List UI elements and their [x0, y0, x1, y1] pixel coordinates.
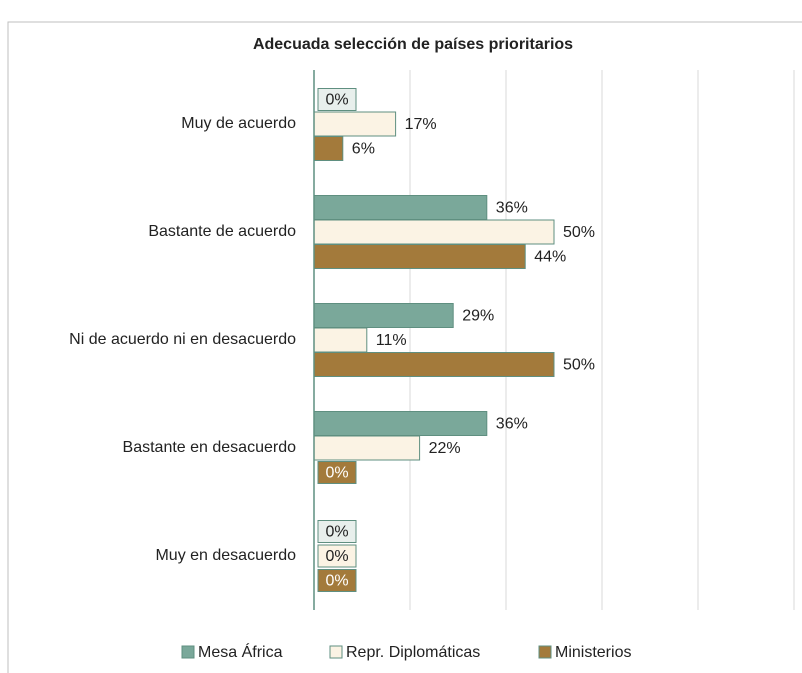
label-box: [317, 520, 357, 543]
data-label: 0%: [325, 92, 348, 109]
legend-label: Ministerios: [555, 644, 631, 661]
bar: [313, 411, 488, 436]
data-label: 17%: [405, 116, 437, 133]
category-label: Bastante de acuerdo: [148, 223, 296, 240]
data-label: 0%: [325, 573, 348, 590]
bar: [313, 195, 488, 220]
data-label: 36%: [496, 416, 528, 433]
label-box: [317, 569, 357, 592]
data-label: 0%: [325, 465, 348, 482]
bar: [313, 327, 368, 353]
data-label: 50%: [563, 224, 595, 241]
bar: [313, 136, 344, 161]
data-label: 36%: [496, 200, 528, 217]
chart-frame: [7, 21, 802, 673]
category-label: Muy en desacuerdo: [155, 547, 296, 564]
bar: [313, 219, 555, 245]
legend-swatch: [181, 645, 195, 659]
data-label: 11%: [376, 332, 407, 349]
data-label: 50%: [563, 357, 595, 374]
legend-swatch: [538, 645, 552, 659]
data-label: 6%: [352, 141, 375, 158]
bar: [313, 435, 421, 461]
bar: [313, 244, 526, 269]
chart-title: Adecuada selección de países prioritario…: [253, 36, 573, 53]
label-box: [317, 461, 357, 484]
legend-label: Repr. Diplomáticas: [346, 644, 480, 661]
data-label: 29%: [462, 308, 494, 325]
legend-swatch: [329, 645, 343, 659]
label-box: [317, 544, 357, 568]
data-label: 44%: [534, 249, 566, 266]
data-label: 0%: [325, 548, 348, 565]
data-label: 0%: [325, 524, 348, 541]
bar: [313, 352, 555, 377]
category-label: Muy de acuerdo: [181, 115, 296, 132]
category-label: Ni de acuerdo ni en desacuerdo: [69, 331, 296, 348]
bar: [313, 303, 454, 328]
category-label: Bastante en desacuerdo: [123, 439, 297, 456]
legend-label: Mesa África: [198, 642, 283, 661]
bar: [313, 111, 397, 137]
data-label: 22%: [429, 440, 461, 457]
label-box: [317, 88, 357, 111]
